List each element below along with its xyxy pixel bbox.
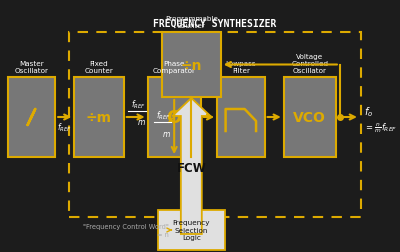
Text: $f_o$: $f_o$ — [364, 105, 373, 118]
Bar — [8, 78, 55, 158]
Text: FREQUENCY SYNTHESIZER: FREQUENCY SYNTHESIZER — [154, 19, 277, 29]
Text: $f_{REF}$: $f_{REF}$ — [131, 98, 146, 111]
Bar — [162, 33, 221, 98]
Text: Programmable
Counter: Programmable Counter — [165, 16, 218, 29]
Text: ÷m: ÷m — [86, 111, 112, 124]
Text: Lowpass
Filter: Lowpass Filter — [226, 60, 256, 74]
Bar — [148, 78, 201, 158]
Text: "Frequency Control Word"
= n: "Frequency Control Word" = n — [83, 223, 168, 237]
Text: $f_{REF}$: $f_{REF}$ — [156, 109, 171, 121]
Text: Voltage
Controlled
Oscillator: Voltage Controlled Oscillator — [291, 53, 328, 74]
Text: Phase
Comparator: Phase Comparator — [153, 60, 196, 74]
Bar — [217, 78, 265, 158]
Text: $=\frac{n}{m}f_{REF}$: $=\frac{n}{m}f_{REF}$ — [364, 121, 397, 134]
Bar — [68, 33, 361, 217]
Bar — [158, 210, 225, 250]
Text: $f_{REF}$: $f_{REF}$ — [57, 120, 72, 133]
Text: $m$: $m$ — [137, 117, 146, 127]
Text: Fixed
Counter: Fixed Counter — [84, 60, 114, 74]
Bar — [284, 78, 336, 158]
Bar — [74, 78, 124, 158]
Text: ÷n: ÷n — [180, 58, 202, 72]
Text: Master
Oscillator: Master Oscillator — [14, 60, 48, 74]
Text: VCO: VCO — [293, 111, 326, 124]
Text: Ø: Ø — [166, 109, 182, 127]
Text: $m$: $m$ — [162, 130, 171, 138]
Polygon shape — [172, 99, 210, 234]
Text: Frequency
Selection
Logic: Frequency Selection Logic — [172, 220, 210, 241]
Text: FCW: FCW — [176, 162, 206, 175]
